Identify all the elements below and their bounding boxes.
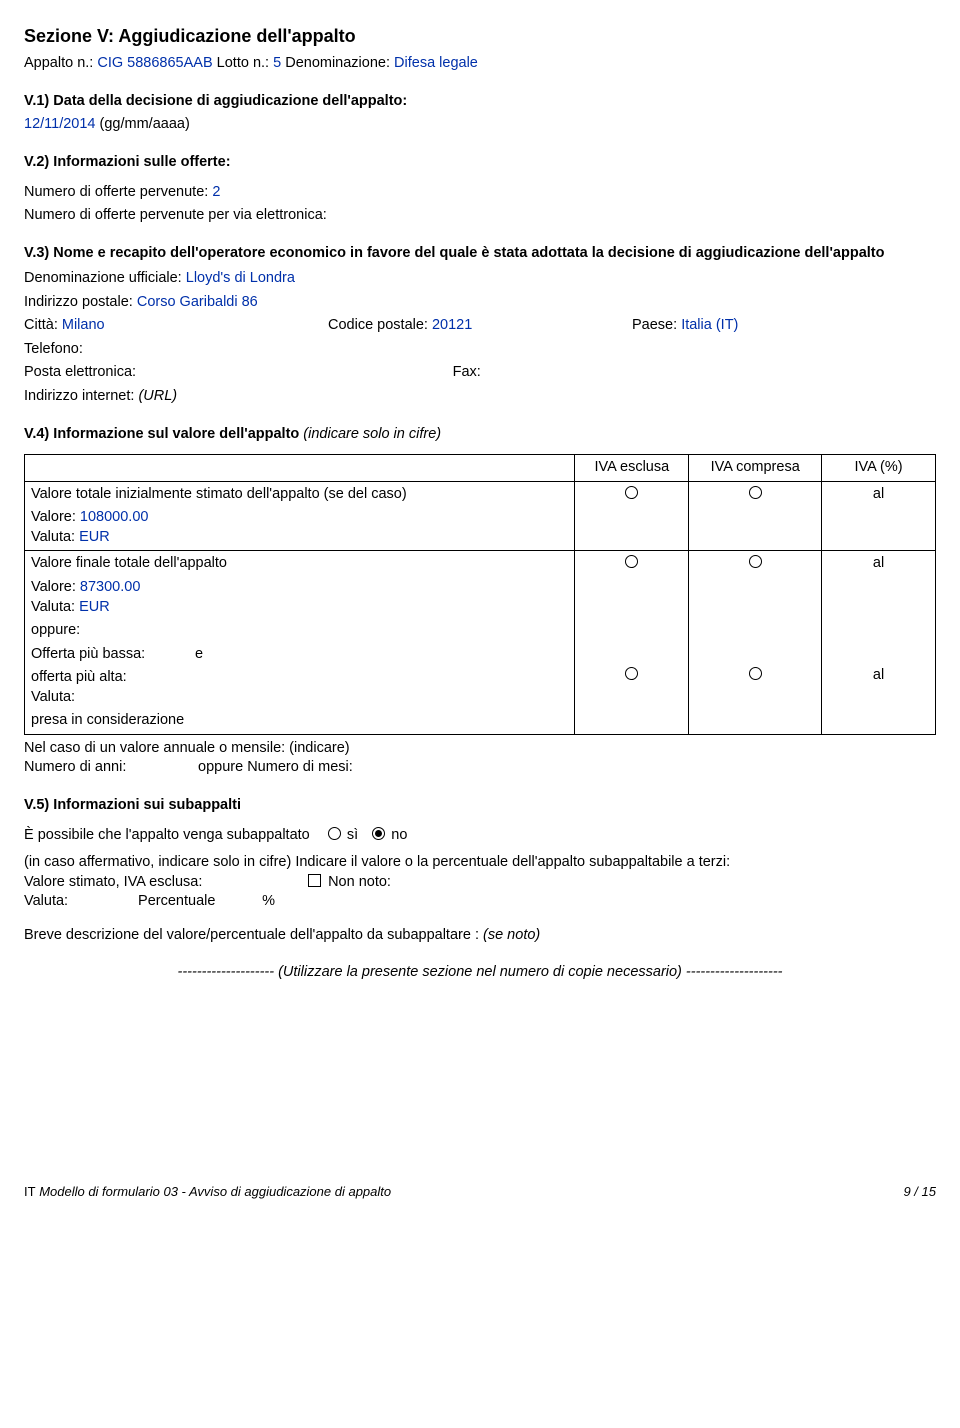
v3-citta-label: Città: [24,317,58,333]
v4-heading-hint: (indicare solo in cifre) [303,426,441,442]
v1-heading: V.1) Data della decisione di aggiudicazi… [24,92,936,112]
v3-citta-value: Milano [62,317,105,333]
page-footer: IT Modello di formulario 03 - Avviso di … [24,1183,936,1201]
v3-indirizzo-label: Indirizzo postale: [24,294,133,310]
row3-iva-esclusa-radio[interactable] [625,667,638,680]
subappalto-si-radio[interactable] [328,827,341,840]
v3-posta-elettronica-label: Posta elettronica: [24,363,453,383]
v2-offerte-elettronica-label: Numero di offerte pervenute per via elet… [24,206,936,226]
numero-anni-label: Numero di anni: [24,758,194,778]
v3-internet-label: Indirizzo internet: [24,388,134,404]
th-iva-esclusa: IVA esclusa [575,455,689,482]
si-label: sì [347,827,358,843]
non-noto-checkbox[interactable] [308,874,321,887]
footer-page: 9 / 15 [903,1183,936,1201]
row2-valuta: EUR [79,599,110,615]
row2-al: al [828,554,929,574]
v3-codice-postale-value: 20121 [432,317,472,333]
v5-valuta-label: Valuta: [24,892,134,912]
v3-codice-postale-label: Codice postale: [328,317,428,333]
repeat-note: -------------------- (Utilizzare la pres… [24,963,936,983]
v5-possibile-label: È possibile che l'appalto venga subappal… [24,827,310,843]
th-iva-compresa: IVA compresa [689,455,822,482]
v3-indirizzo-value: Corso Garibaldi 86 [137,294,258,310]
row3-valuta-label: Valuta: [31,688,568,708]
appalto-n-label: Appalto n.: [24,55,93,71]
v3-denominazione-value: Lloyd's di Londra [186,270,295,286]
valore-stimato-label: Valore stimato, IVA esclusa: [24,873,304,893]
section-title: Sezione V: Aggiudicazione dell'appalto [24,24,936,48]
row1-valore-label: Valore: [31,509,76,525]
annuale-label: Nel caso di un valore annuale o mensile:… [24,739,936,759]
percentuale-label: Percentuale [138,892,258,912]
row2-valuta-label: Valuta: [31,599,75,615]
row2-label: Valore finale totale dell'appalto [31,554,568,574]
breve-descrizione-hint: (se noto) [483,927,540,943]
lotto-n-label: Lotto n.: [217,55,269,71]
v2-offerte-pervenute-label: Numero di offerte pervenute: [24,184,208,200]
e-label: e [195,646,203,662]
v5-heading: V.5) Informazioni sui subappalti [24,796,936,816]
v1-date: 12/11/2014 [24,116,96,132]
row3-al: al [828,666,929,686]
no-label: no [391,827,407,843]
row2-valore: 87300.00 [80,579,140,595]
non-noto-label: Non noto: [328,874,391,890]
section-subheader: Appalto n.: CIG 5886865AAB Lotto n.: 5 D… [24,54,936,74]
offerta-alta-label: offerta più alta: [31,668,568,688]
v2-heading: V.2) Informazioni sulle offerte: [24,153,936,173]
v3-telefono-label: Telefono: [24,340,936,360]
v3-denominazione-label: Denominazione ufficiale: [24,270,182,286]
v3-paese-value: Italia (IT) [681,317,738,333]
value-table: IVA esclusa IVA compresa IVA (%) Valore … [24,454,936,735]
lotto-n-value: 5 [273,55,281,71]
denominazione-label: Denominazione: [285,55,390,71]
v4-heading: V.4) Informazione sul valore dell'appalt… [24,426,299,442]
row1-al: al [822,481,936,551]
v1-date-format: (gg/mm/aaaa) [100,116,190,132]
row1-label: Valore totale inizialmente stimato dell'… [31,485,568,505]
row1-valuta: EUR [79,529,110,545]
affermativo-label: (in caso affermativo, indicare solo in c… [24,853,936,873]
v2-offerte-pervenute-value: 2 [212,184,220,200]
row3-iva-compresa-radio[interactable] [749,667,762,680]
row2-iva-esclusa-radio[interactable] [625,555,638,568]
offerta-bassa-label: Offerta più bassa: [31,645,191,665]
subappalto-no-radio[interactable] [372,827,385,840]
oppure-mesi-label: oppure Numero di mesi: [198,759,353,775]
row1-iva-esclusa-radio[interactable] [625,486,638,499]
v3-fax-label: Fax: [453,363,936,383]
row2-iva-compresa-radio[interactable] [749,555,762,568]
denominazione-value: Difesa legale [394,55,478,71]
oppure-label: oppure: [31,621,568,641]
footer-lang: IT [24,1184,36,1199]
th-iva-pct: IVA (%) [822,455,936,482]
row1-valuta-label: Valuta: [31,529,75,545]
row2-valore-label: Valore: [31,579,76,595]
breve-descrizione-label: Breve descrizione del valore/percentuale… [24,927,479,943]
pct-symbol: % [262,893,275,909]
row1-valore: 108000.00 [80,509,149,525]
v3-paese-label: Paese: [632,317,677,333]
v3-internet-hint: (URL) [138,388,177,404]
footer-form: Modello di formulario 03 - Avviso di agg… [39,1184,391,1199]
appalto-n-value: CIG 5886865AAB [97,55,212,71]
row1-iva-compresa-radio[interactable] [749,486,762,499]
v3-heading: V.3) Nome e recapito dell'operatore econ… [24,244,936,264]
presa-label: presa in considerazione [31,711,568,731]
